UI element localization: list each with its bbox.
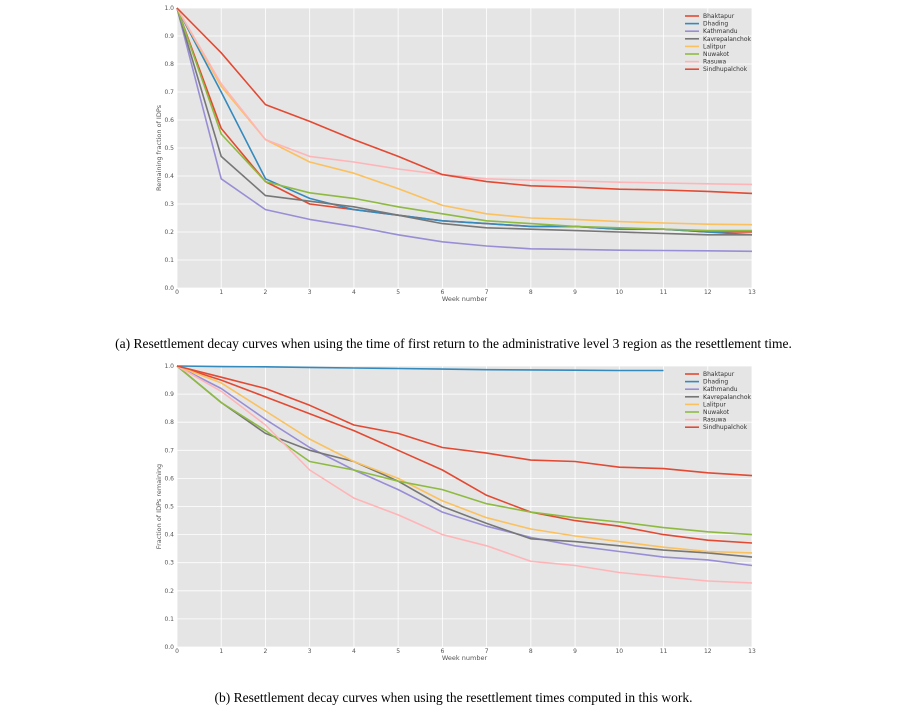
series-line-sindhupalchok xyxy=(176,365,753,477)
chart-panel-a: 0 1 2 3 4 5 6 7 8 9 10 11 12 13 0.0 0.1 0.2 0.3 0.4 0.5 0.6 0… xyxy=(0,0,907,306)
y-tick-label: 0.5 xyxy=(164,504,174,511)
legend-entry: Bhaktapur xyxy=(703,13,735,20)
series-line-nuwakot xyxy=(176,365,753,536)
x-tick-label: 4 xyxy=(352,648,356,655)
y-tick-label: 0.0 xyxy=(164,285,174,292)
series-line-nuwakot xyxy=(176,7,752,232)
series-line-sindhupalchok xyxy=(176,7,753,195)
x-tick-label: 12 xyxy=(704,648,712,655)
x-tick-label: 6 xyxy=(440,289,444,296)
x-axis-label: Week number xyxy=(442,295,488,303)
series-line-kathmandu xyxy=(176,7,753,253)
y-tick-label: 0.7 xyxy=(164,447,174,454)
series-line-bhaktapur xyxy=(176,365,753,544)
x-tick-label: 5 xyxy=(396,289,400,296)
x-tick-label: 2 xyxy=(264,648,268,655)
legend-entry: Rasuwa xyxy=(703,417,727,424)
chart-a-svg: 0 1 2 3 4 5 6 7 8 9 10 11 12 130.00.10.20.30.40.50.60… xyxy=(155,5,756,303)
series-line-dhading xyxy=(176,365,664,372)
x-tick-label: 7 xyxy=(485,289,489,296)
legend-entry: Rasuwa xyxy=(703,59,727,66)
x-tick-label: 9 xyxy=(573,648,577,655)
legend-entry: Dhading xyxy=(703,21,728,28)
series-line-lalitpur xyxy=(176,365,753,554)
y-tick-label: 0.1 xyxy=(164,616,174,623)
legend-entry: Kavrepalanchok xyxy=(703,36,751,43)
x-tick-label: 6 xyxy=(440,648,444,655)
y-tick-label: 0.3 xyxy=(164,560,174,567)
x-tick-label: 0 xyxy=(175,289,179,296)
series-line-kavrepalanchok xyxy=(176,7,752,236)
y-tick-label: 0.2 xyxy=(164,229,174,236)
y-tick-label: 0.6 xyxy=(164,117,174,124)
legend-entry: Bhaktapur xyxy=(703,371,735,378)
legend-entry: Sindhupalchok xyxy=(703,66,748,73)
caption-a: (a) Resettlement decay curves when using… xyxy=(115,336,792,351)
chart-panel-b: 0 1 2 3 4 5 6 7 8 9 10 11 12 13 0.0 0.1 0.2 0.3 0.4 0.5 0.6 0… xyxy=(0,357,907,673)
y-axis-label: Remaining fraction of IDPs xyxy=(155,104,163,191)
x-tick-label: 3 xyxy=(308,289,312,296)
y-tick-label: 0.8 xyxy=(164,61,174,68)
legend-entry: Kathmandu xyxy=(703,28,738,35)
series-line-kathmandu xyxy=(176,365,753,567)
y-tick-label: 0.0 xyxy=(164,644,174,651)
y-tick-label: 0.1 xyxy=(164,257,174,264)
x-tick-label: 1 xyxy=(219,289,223,296)
x-tick-label: 2 xyxy=(264,289,268,296)
legend-entry: Lalitpur xyxy=(703,43,726,50)
y-tick-label: 0.7 xyxy=(164,89,174,96)
caption-b: (b) Resettlement decay curves when using… xyxy=(214,690,693,705)
x-tick-label: 0 xyxy=(175,648,179,655)
legend-entry: Kathmandu xyxy=(703,386,738,393)
x-tick-label: 9 xyxy=(573,289,577,296)
y-tick-label: 0.4 xyxy=(164,173,174,180)
x-tick-label: 10 xyxy=(615,289,623,296)
y-tick-label: 0.5 xyxy=(164,145,174,152)
legend-entry: Lalitpur xyxy=(703,401,726,408)
x-tick-label: 4 xyxy=(352,289,356,296)
x-tick-label: 8 xyxy=(529,648,533,655)
y-tick-label: 0.6 xyxy=(164,475,174,482)
y-tick-label: 1.0 xyxy=(164,5,174,12)
x-tick-label: 7 xyxy=(485,648,489,655)
legend-entry: Dhading xyxy=(703,379,728,386)
x-tick-label: 13 xyxy=(748,289,756,296)
series-line-lalitpur xyxy=(176,7,753,226)
x-tick-label: 13 xyxy=(748,648,756,655)
legend-entry: Nuwakot xyxy=(703,51,730,58)
y-tick-label: 1.0 xyxy=(164,363,174,370)
x-axis-label: Week number xyxy=(442,654,488,662)
x-tick-label: 8 xyxy=(529,289,533,296)
y-tick-label: 0.3 xyxy=(164,201,174,208)
x-tick-label: 12 xyxy=(704,289,712,296)
y-axis-label: Fraction of IDPs remaining xyxy=(155,464,163,549)
series-line-rasuwa xyxy=(176,365,753,584)
y-tick-label: 0.8 xyxy=(164,419,174,426)
chart-b-svg: 0 1 2 3 4 5 6 7 8 9 10 11 12 130.00.10.20.30.40.50.60… xyxy=(155,363,756,662)
y-tick-label: 0.4 xyxy=(164,532,174,539)
x-tick-label: 11 xyxy=(660,289,668,296)
y-tick-label: 0.9 xyxy=(164,391,174,398)
x-tick-label: 5 xyxy=(396,648,400,655)
x-tick-label: 11 xyxy=(660,648,668,655)
legend-entry: Sindhupalchok xyxy=(703,424,748,431)
x-tick-label: 1 xyxy=(219,648,223,655)
legend-entry: Nuwakot xyxy=(703,409,730,416)
x-tick-label: 3 xyxy=(308,648,312,655)
x-tick-label: 10 xyxy=(615,648,623,655)
y-tick-label: 0.9 xyxy=(164,33,174,40)
series-line-rasuwa xyxy=(176,7,753,186)
y-tick-label: 0.2 xyxy=(164,588,174,595)
legend-entry: Kavrepalanchok xyxy=(703,394,751,401)
